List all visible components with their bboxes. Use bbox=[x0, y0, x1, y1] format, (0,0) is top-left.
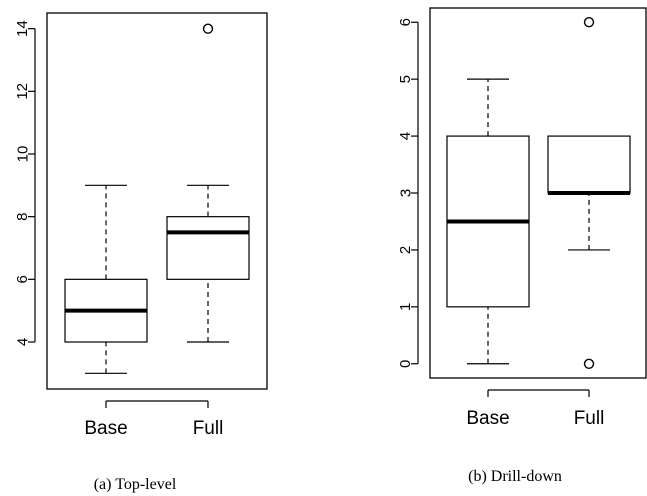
y-tick-label: 8 bbox=[14, 212, 31, 220]
box-base bbox=[446, 78, 530, 365]
box-full bbox=[166, 23, 250, 343]
y-tick-label: 3 bbox=[397, 189, 414, 197]
y-tick-label: 6 bbox=[397, 18, 414, 26]
y-tick-label: 2 bbox=[397, 246, 414, 254]
y-tick-label: 10 bbox=[14, 146, 31, 163]
outlier-point bbox=[583, 17, 595, 28]
iqr-box bbox=[547, 135, 631, 194]
caption-drill-down: (b) Drill-down bbox=[468, 468, 562, 485]
y-tick-label: 4 bbox=[14, 338, 31, 346]
plot-frame bbox=[46, 12, 268, 390]
y-tick-label: 1 bbox=[397, 303, 414, 311]
box-full bbox=[547, 17, 631, 369]
box-base bbox=[64, 184, 148, 374]
x-tick-label: Full bbox=[193, 418, 224, 439]
x-tick-label: Full bbox=[574, 408, 605, 429]
iqr-box bbox=[166, 216, 250, 280]
outlier-point bbox=[583, 358, 595, 369]
caption-top-level: (a) Top-level bbox=[94, 476, 177, 493]
y-tick-label: 4 bbox=[397, 132, 414, 140]
plot-frame bbox=[429, 7, 647, 379]
y-tick-label: 12 bbox=[14, 83, 31, 100]
chart-top-level: 4 6 8 10 12 14 Base Full bbox=[14, 12, 268, 439]
y-tick-label: 0 bbox=[397, 360, 414, 368]
y-tick-label: 5 bbox=[397, 75, 414, 83]
outlier-point bbox=[202, 23, 214, 34]
x-tick-label: Base bbox=[84, 418, 127, 439]
x-tick-label: Base bbox=[466, 408, 509, 429]
y-tick-label: 14 bbox=[14, 20, 31, 37]
y-tick-label: 6 bbox=[14, 275, 31, 283]
chart-drill-down: 0 1 2 3 4 5 6 Base Full bbox=[397, 7, 647, 429]
